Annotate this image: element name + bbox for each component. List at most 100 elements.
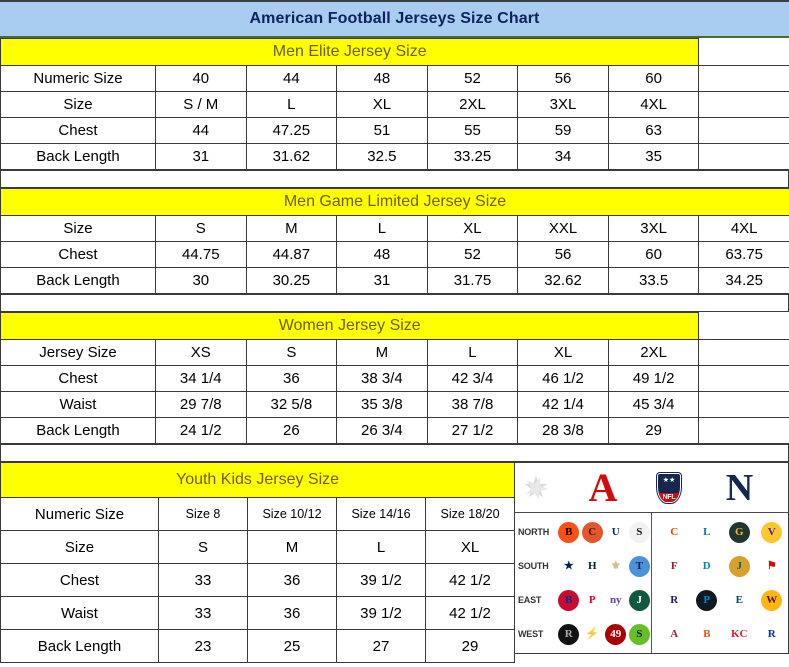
table-cell: 42 3/4 <box>426 365 519 392</box>
team-logo-glyph: G <box>734 525 744 538</box>
table-cell: 33 <box>158 596 248 630</box>
team-logo-glyph: T <box>635 559 643 572</box>
table-cell: 34.25 <box>698 267 789 294</box>
table-cell: M <box>245 215 338 242</box>
team-logo-icon: V <box>761 521 783 543</box>
team-logo-icon: ★ <box>558 555 580 577</box>
sparkle-decoration-cell <box>515 475 557 501</box>
division-teams: F D J ⚑ <box>658 555 788 577</box>
division-row: F D J ⚑ <box>652 550 788 583</box>
empty-cell <box>698 65 789 92</box>
team-logo-glyph: R <box>767 627 776 640</box>
table-cell: 31.62 <box>245 143 338 170</box>
table-cell: 27 1/2 <box>426 417 519 444</box>
table-row: Back Length 31 31.62 32.5 33.25 34 35 <box>0 143 789 170</box>
table-cell: 52 <box>426 65 519 92</box>
team-logo-icon: P <box>696 589 718 611</box>
empty-cell <box>698 391 789 418</box>
table-cell: 56 <box>517 65 609 92</box>
table-cell: 26 <box>245 417 338 444</box>
table-row: Numeric Size Size 8 Size 10/12 Size 14/16 Si… <box>0 497 516 531</box>
table-row: Jersey Size XS S M L XL 2XL <box>0 339 789 366</box>
table-cell: S <box>245 339 338 366</box>
team-logo-glyph: S <box>636 525 643 538</box>
team-logo-icon: A <box>663 623 685 645</box>
team-logo-icon: E <box>728 589 750 611</box>
table-cell: 36 <box>245 365 338 392</box>
team-logo-icon: D <box>696 555 718 577</box>
section-header-row: Men Elite Jersey Size <box>0 38 789 66</box>
table-spacer <box>0 444 789 462</box>
row-label: Size <box>0 215 156 242</box>
table-cell: 30.25 <box>245 267 338 294</box>
table-cell: 42 1/4 <box>517 391 609 418</box>
table-cell: 42 1/2 <box>424 563 516 597</box>
table-cell: 3XL <box>517 91 609 118</box>
team-logo-icon: ⚜ <box>605 555 627 577</box>
empty-cell <box>698 117 789 144</box>
chart-title-bar: American Football Jerseys Size Chart <box>0 0 789 38</box>
nfc-divisions-column: C L G V F D J ⚑ R P E W A B KC R <box>652 513 788 653</box>
row-label: Jersey Size <box>0 339 156 366</box>
table-cell: 56 <box>517 241 609 268</box>
table-cell: XXL <box>517 215 609 242</box>
team-logo-icon: P <box>581 589 603 611</box>
division-teams: ★ H ⚜ T <box>557 555 651 577</box>
team-logo-icon: L <box>696 521 718 543</box>
table-row: Size S M L XL <box>0 530 516 564</box>
table-cell: S <box>155 215 247 242</box>
table-cell: 59 <box>517 117 609 144</box>
table-cell: 44.87 <box>245 241 338 268</box>
team-logo-glyph: H <box>587 559 597 572</box>
men-game-limited-size-table: Men Game Limited Jersey Size Size S M L XL XXL… <box>0 188 789 294</box>
upper-tables-container: Men Elite Jersey Size Numeric Size 40 44 48 5… <box>0 38 789 462</box>
table-cell: XL <box>424 530 516 564</box>
division-row: SOUTH ★ H ⚜ T <box>515 550 651 583</box>
men-elite-size-table: Men Elite Jersey Size Numeric Size 40 44 48 5… <box>0 38 789 170</box>
division-label: NORTH <box>518 527 549 537</box>
table-row: Chest 44 47.25 51 55 59 63 <box>0 117 789 144</box>
row-label: Waist <box>0 596 159 630</box>
table-cell: 38 7/8 <box>426 391 519 418</box>
table-cell: L <box>426 339 519 366</box>
table-cell: 26 3/4 <box>336 417 428 444</box>
nfl-shield-cell: ★★ NFL <box>647 472 691 503</box>
row-label: Chest <box>0 117 156 144</box>
table-row: Waist 29 7/8 32 5/8 35 3/8 38 7/8 42 1/4 45 3/… <box>0 391 789 418</box>
row-label: Chest <box>0 365 156 392</box>
bottom-section: Youth Kids Jersey Size Numeric Size Size 8… <box>0 462 789 663</box>
table-row: Back Length 30 30.25 31 31.75 32.62 33.5 34.25 <box>0 267 789 294</box>
table-row: Back Length 24 1/2 26 26 3/4 27 1/2 28 3/8 29 <box>0 417 789 444</box>
row-label: Chest <box>0 563 159 597</box>
row-label: Numeric Size <box>0 65 156 92</box>
table-cell: XL <box>426 215 519 242</box>
table-cell: 33.5 <box>607 267 700 294</box>
youth-kids-size-table: Youth Kids Jersey Size Numeric Size Size 8… <box>0 462 516 663</box>
table-cell: Size 14/16 <box>336 497 426 531</box>
team-logo-icon: C <box>581 521 603 543</box>
page-title: American Football Jerseys Size Chart <box>249 10 540 27</box>
row-label: Back Length <box>0 417 156 444</box>
nfc-conference-cell: N <box>691 469 788 507</box>
team-logo-icon: ny <box>605 589 627 611</box>
division-row: A B KC R <box>652 618 788 651</box>
team-logo-glyph: C <box>670 525 679 538</box>
team-logo-icon: S <box>628 521 650 543</box>
table-cell: 24 1/2 <box>155 417 247 444</box>
team-logo-icon: J <box>628 589 650 611</box>
team-logo-glyph: U <box>611 525 620 538</box>
row-label: Size <box>0 530 159 564</box>
table-cell: 63 <box>607 117 700 144</box>
table-cell: 32 5/8 <box>245 391 338 418</box>
table-row: Numeric Size 40 44 48 52 56 60 <box>0 65 789 92</box>
team-logo-glyph: D <box>702 559 711 572</box>
table-cell: Size 8 <box>158 497 248 531</box>
table-cell: 51 <box>336 117 428 144</box>
